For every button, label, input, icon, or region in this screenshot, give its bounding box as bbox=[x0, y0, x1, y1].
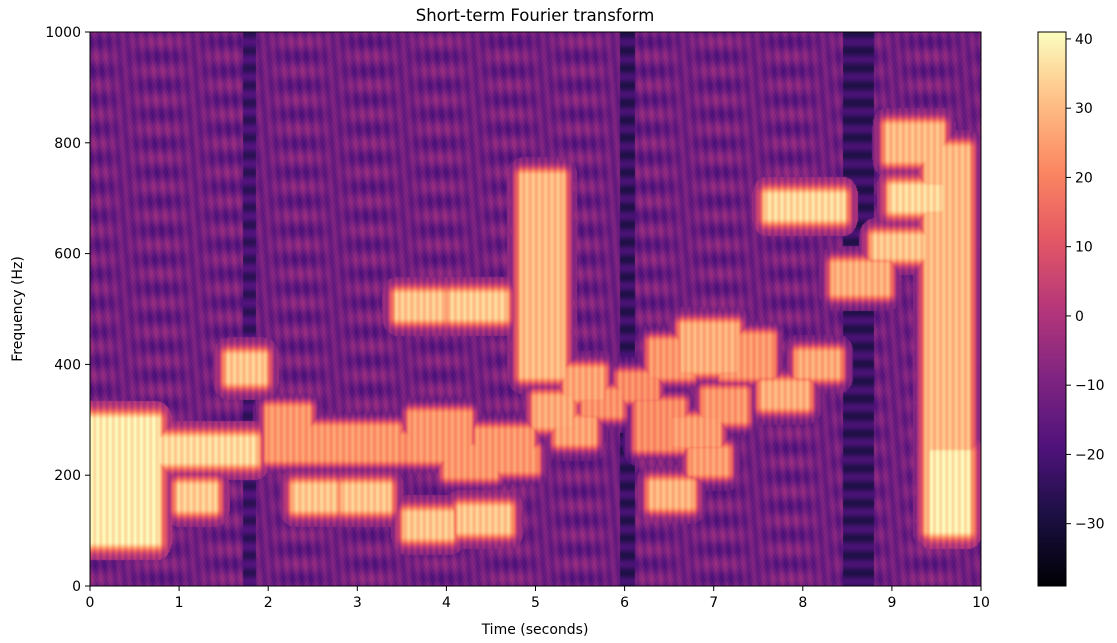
colorbar-tick-label: −30 bbox=[1075, 517, 1105, 533]
x-tick-label: 3 bbox=[353, 595, 362, 611]
y-tick-label: 400 bbox=[54, 357, 81, 373]
x-tick-label: 0 bbox=[86, 595, 95, 611]
x-tick-label: 5 bbox=[531, 595, 540, 611]
y-axis: 0 200 400 600 800 1000 bbox=[45, 25, 90, 595]
colorbar-axis: −30 −20 −10 0 10 20 30 40 bbox=[1066, 32, 1105, 533]
x-tick-label: 1 bbox=[175, 595, 184, 611]
x-tick-label: 10 bbox=[972, 595, 990, 611]
y-tick-label: 800 bbox=[54, 136, 81, 152]
x-tick-label: 8 bbox=[798, 595, 807, 611]
chart-title: Short-term Fourier transform bbox=[416, 6, 655, 25]
colorbar bbox=[1037, 31, 1067, 587]
x-axis-label: Time (seconds) bbox=[481, 622, 589, 638]
x-axis: 0 1 2 3 4 5 6 7 8 9 10 bbox=[86, 586, 990, 611]
colorbar-tick-label: 10 bbox=[1075, 240, 1093, 256]
colorbar-tick-label: 0 bbox=[1075, 309, 1084, 325]
y-tick-label: 600 bbox=[54, 247, 81, 263]
colorbar-tick-label: 40 bbox=[1075, 32, 1093, 48]
colorbar-tick-label: 30 bbox=[1075, 101, 1093, 117]
x-tick-label: 9 bbox=[887, 595, 896, 611]
colorbar-tick-label: −20 bbox=[1075, 447, 1105, 463]
x-tick-label: 4 bbox=[442, 595, 451, 611]
colorbar-tick-label: 20 bbox=[1075, 170, 1093, 186]
y-tick-label: 200 bbox=[54, 468, 81, 484]
colorbar-tick-label: −10 bbox=[1075, 378, 1105, 394]
x-tick-label: 6 bbox=[620, 595, 629, 611]
y-tick-label: 0 bbox=[72, 579, 81, 595]
y-axis-label: Frequency (Hz) bbox=[10, 256, 26, 362]
y-tick-label: 1000 bbox=[45, 25, 81, 41]
x-tick-label: 2 bbox=[264, 595, 273, 611]
x-tick-label: 7 bbox=[709, 595, 718, 611]
spectrogram-image bbox=[90, 32, 981, 586]
